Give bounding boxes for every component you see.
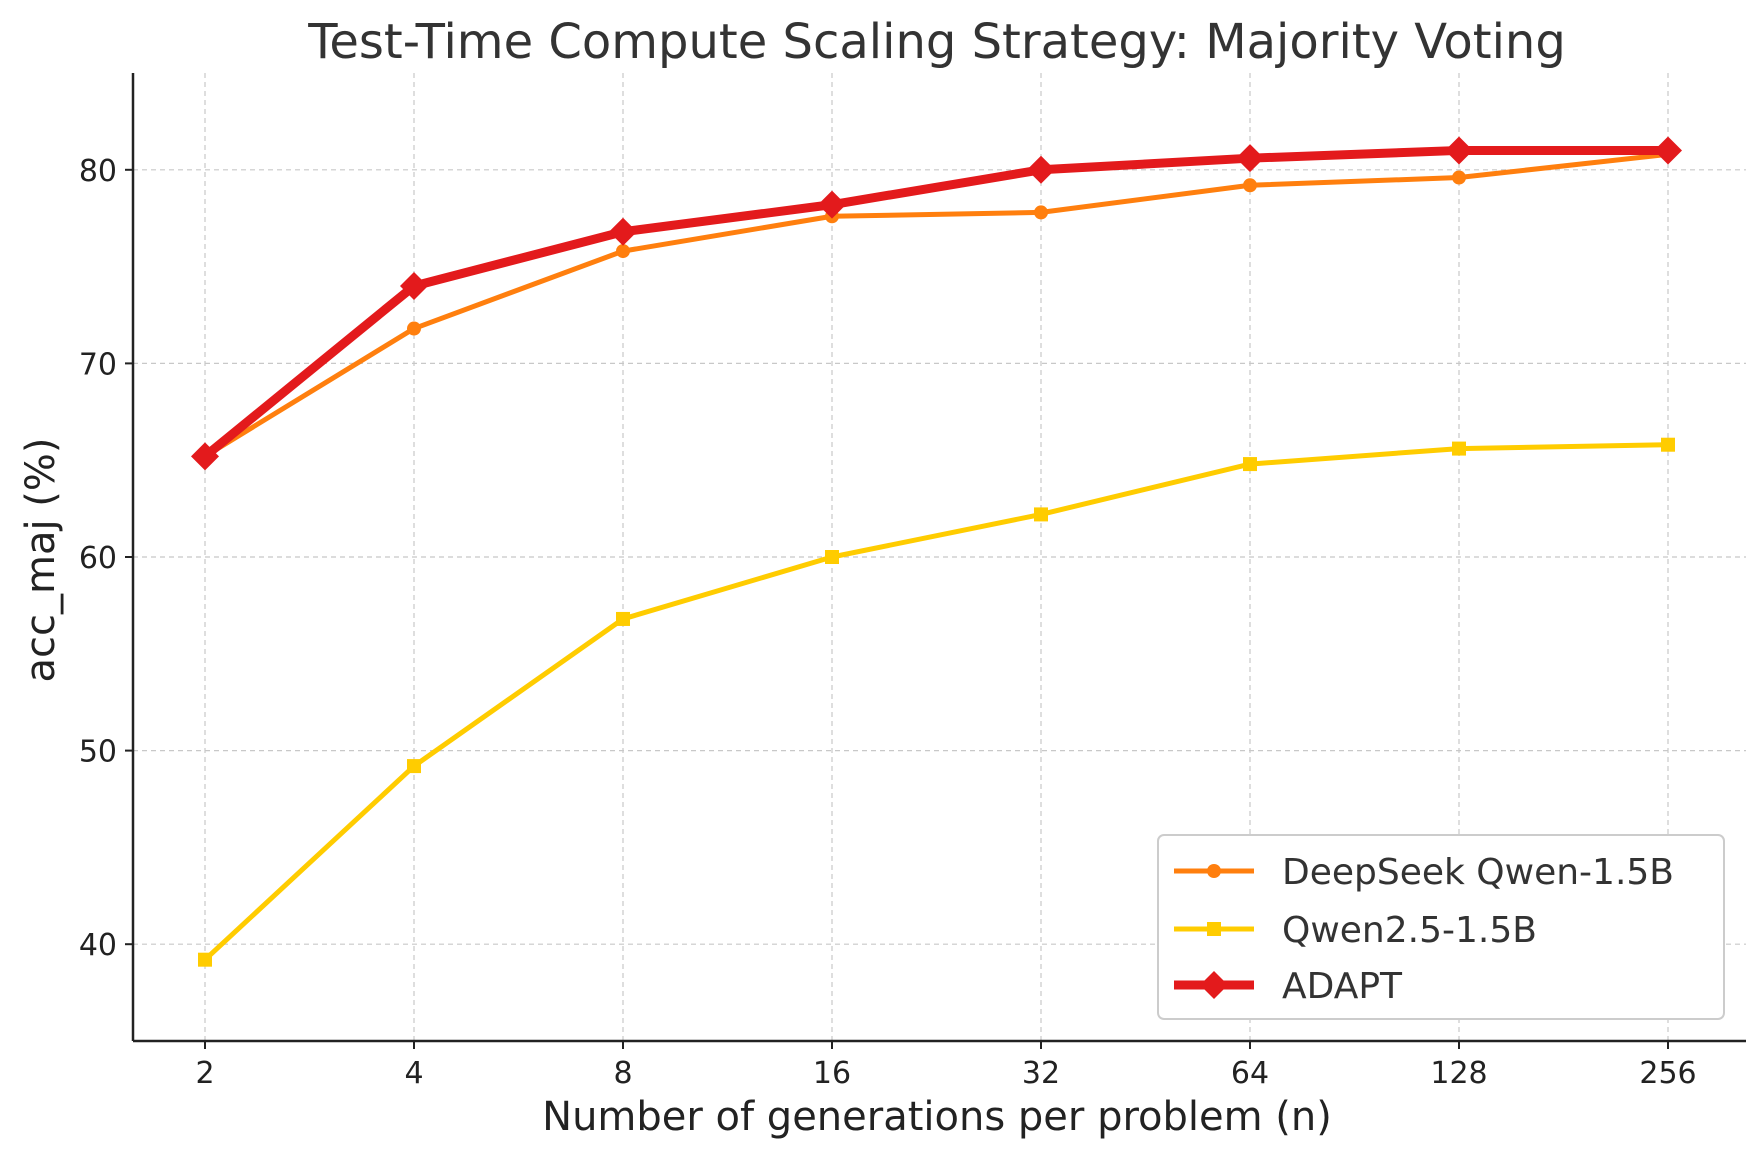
y-tick-label: 50 bbox=[79, 735, 117, 770]
data-point bbox=[1661, 437, 1675, 452]
legend-item: ADAPT bbox=[1174, 966, 1403, 1007]
data-point bbox=[818, 190, 846, 219]
x-tick-label: 8 bbox=[613, 1056, 632, 1091]
legend-label: ADAPT bbox=[1282, 966, 1403, 1007]
series-line bbox=[202, 151, 1671, 459]
chart-title: Test-Time Compute Scaling Strategy: Majo… bbox=[307, 14, 1566, 70]
data-point bbox=[616, 611, 630, 626]
legend-box bbox=[1157, 834, 1725, 1020]
x-tick-label: 2 bbox=[195, 1056, 214, 1091]
data-point bbox=[400, 271, 428, 300]
data-point bbox=[407, 321, 421, 336]
data-point bbox=[825, 550, 839, 564]
legend-item: Qwen2.5-1.5B bbox=[1174, 910, 1537, 951]
x-axis-label: Number of generations per problem (n) bbox=[542, 1094, 1332, 1140]
x-tick-label: 4 bbox=[404, 1056, 423, 1091]
x-tick-label: 64 bbox=[1231, 1056, 1269, 1091]
x-tick-label: 32 bbox=[1022, 1056, 1060, 1091]
legend: DeepSeek Qwen-1.5B Qwen2.5-1.5B ADAPT bbox=[1157, 834, 1725, 1020]
data-point bbox=[1034, 205, 1048, 220]
series-2 bbox=[198, 437, 1675, 967]
data-point bbox=[191, 442, 219, 471]
data-point bbox=[1027, 155, 1055, 184]
data-point bbox=[1654, 136, 1682, 165]
series bbox=[191, 136, 1682, 967]
data-point bbox=[1452, 441, 1466, 456]
legend-label: Qwen2.5-1.5B bbox=[1282, 910, 1537, 951]
data-point bbox=[198, 952, 212, 967]
data-point bbox=[616, 244, 630, 259]
x-tick-label: 128 bbox=[1430, 1056, 1487, 1091]
data-point bbox=[1243, 178, 1257, 193]
y-tick-label: 80 bbox=[79, 154, 117, 189]
legend-marker bbox=[1200, 971, 1228, 999]
data-point bbox=[1445, 136, 1473, 165]
legend-label: DeepSeek Qwen-1.5B bbox=[1282, 852, 1674, 893]
series-3 bbox=[191, 136, 1682, 471]
y-tick-label: 60 bbox=[79, 541, 117, 576]
data-point bbox=[609, 217, 637, 246]
data-point bbox=[1243, 457, 1257, 472]
data-point bbox=[1452, 170, 1466, 185]
data-point bbox=[1034, 507, 1048, 522]
series-line bbox=[202, 442, 1671, 963]
y-tick-label: 40 bbox=[79, 928, 117, 963]
y-axis-label: acc_maj (%) bbox=[18, 437, 64, 682]
x-tick-label: 256 bbox=[1639, 1056, 1696, 1091]
data-point bbox=[1236, 144, 1264, 173]
series-1 bbox=[198, 147, 1675, 464]
ticks: 2 4 8 16 32 64 128 256 40 50 60 70 80 bbox=[79, 154, 1697, 1091]
x-tick-label: 16 bbox=[813, 1056, 851, 1091]
legend-marker bbox=[1207, 864, 1221, 878]
legend-marker bbox=[1207, 922, 1221, 936]
series-line bbox=[200, 145, 1673, 461]
y-tick-label: 70 bbox=[79, 347, 117, 382]
data-point bbox=[407, 759, 421, 774]
legend-item: DeepSeek Qwen-1.5B bbox=[1174, 852, 1674, 893]
